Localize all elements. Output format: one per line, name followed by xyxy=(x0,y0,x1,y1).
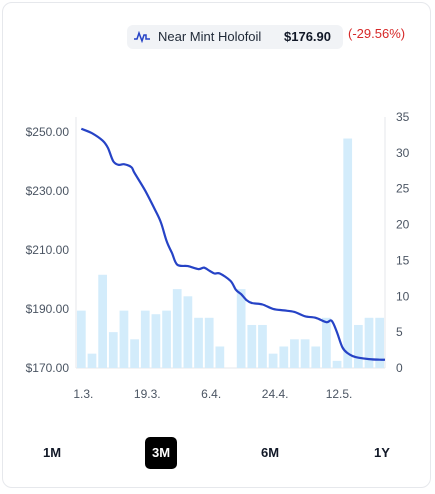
right-tick-label: 35 xyxy=(396,110,410,124)
volume-bar xyxy=(311,346,321,368)
left-price-axis: $170.00 $190.00 $210.00 $230.00 $250.00 xyxy=(26,125,70,375)
range-button-1m[interactable]: 1M xyxy=(36,437,68,469)
volume-bar xyxy=(268,353,278,368)
volume-bar xyxy=(279,346,289,368)
volume-bar xyxy=(343,138,353,368)
range-button-3m[interactable]: 3M xyxy=(145,437,177,469)
volume-bar xyxy=(247,324,257,368)
legend-series-name: Near Mint Holofoil xyxy=(158,29,262,44)
volume-bar xyxy=(162,310,171,368)
x-tick-label: 6.4. xyxy=(201,387,221,401)
left-tick-label: $170.00 xyxy=(26,361,70,375)
volume-bar xyxy=(172,289,182,368)
volume-bar xyxy=(300,339,310,368)
right-tick-label: 15 xyxy=(396,253,410,267)
right-tick-label: 20 xyxy=(396,218,410,232)
volume-bar xyxy=(194,317,203,368)
volume-bar xyxy=(98,274,108,368)
right-volume-axis: 0 5 10 15 20 25 30 35 xyxy=(396,110,410,375)
volume-bar xyxy=(108,332,118,368)
chart-card: Near Mint Holofoil $176.90 xyxy=(2,2,431,488)
volume-bar xyxy=(119,310,129,368)
volume-bar xyxy=(236,289,246,368)
right-tick-label: 0 xyxy=(396,361,403,375)
legend-current-price: $176.90 xyxy=(284,29,331,44)
price-line-path xyxy=(80,127,386,361)
left-tick-label: $210.00 xyxy=(26,243,70,257)
x-date-axis: 1.3. 19.3. 6.4. 24.4. 12.5. xyxy=(73,387,352,401)
x-tick-label: 12.5. xyxy=(326,387,353,401)
left-tick-label: $250.00 xyxy=(26,125,70,139)
volume-bar xyxy=(322,317,331,368)
volume-bar xyxy=(290,339,299,368)
volume-bar xyxy=(140,310,150,368)
volume-bar xyxy=(353,324,363,368)
line-chart-icon xyxy=(134,31,150,43)
left-tick-label: $190.00 xyxy=(26,302,70,316)
volume-bar xyxy=(258,324,267,368)
volume-bar xyxy=(87,353,97,368)
volume-bar xyxy=(130,339,139,368)
x-tick-label: 24.4. xyxy=(262,387,289,401)
right-tick-label: 10 xyxy=(396,289,410,303)
volume-bar xyxy=(76,310,86,368)
range-button-6m[interactable]: 6M xyxy=(254,437,286,469)
right-tick-label: 25 xyxy=(396,182,410,196)
right-tick-label: 5 xyxy=(396,325,403,339)
volume-bar xyxy=(332,360,342,368)
volume-bar xyxy=(364,317,374,368)
left-tick-label: $230.00 xyxy=(26,184,70,198)
price-line xyxy=(80,127,386,361)
price-change-percent: (-29.56%) xyxy=(348,26,406,41)
right-tick-label: 30 xyxy=(396,146,410,160)
x-tick-label: 1.3. xyxy=(73,387,93,401)
volume-bars xyxy=(76,138,385,368)
volume-bar xyxy=(375,317,385,368)
volume-bar xyxy=(204,317,214,368)
range-button-1y[interactable]: 1Y xyxy=(366,437,398,469)
volume-bar xyxy=(215,346,225,368)
series-legend[interactable]: Near Mint Holofoil $176.90 xyxy=(127,25,343,49)
volume-bar xyxy=(183,296,193,368)
x-tick-label: 19.3. xyxy=(134,387,161,401)
volume-bar xyxy=(151,314,161,368)
